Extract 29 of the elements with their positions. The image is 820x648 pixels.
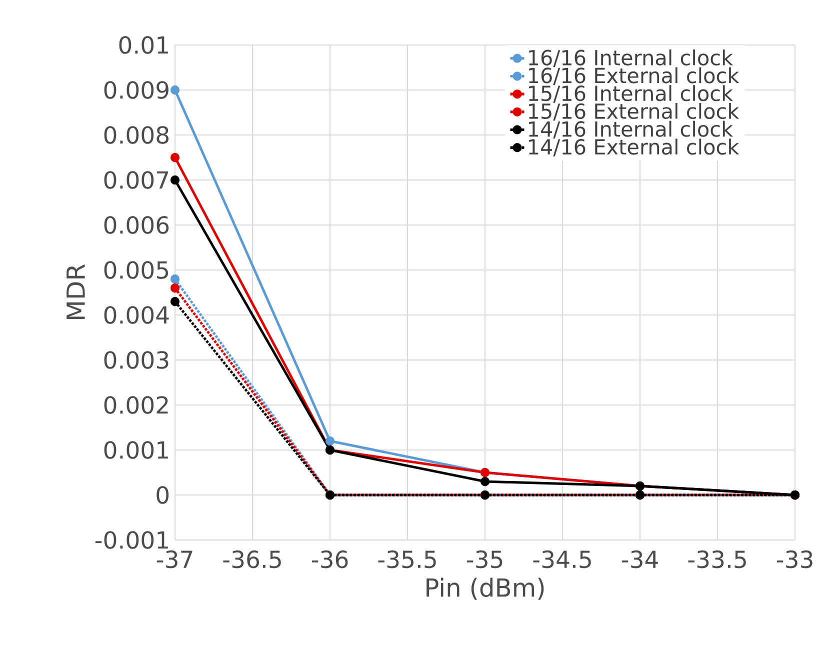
y-tick-label: 0 [156,486,169,504]
y-tick-label: 0.005 [104,261,168,279]
x-tick-label: -35.5 [378,550,436,568]
y-tick-label: 0.003 [104,351,168,369]
legend-label: 15/16 External clock [529,102,740,121]
x-axis-title: Pin (dBm) [426,578,544,600]
y-tick-label: 0.002 [104,396,168,414]
x-tick-label: -34 [622,550,658,568]
x-tick-label: -34.5 [533,550,591,568]
y-axis-title: MDR [66,264,85,320]
legend-label: 14/16 External clock [529,138,740,156]
x-tick-label: -33.5 [688,550,746,568]
y-tick-label: 0.006 [104,216,169,234]
x-tick-label: -33 [776,550,812,568]
x-tick-label: -36.5 [223,550,281,568]
legend-label: 14/16 Internal clock [529,120,734,139]
legend-label: 16/16 External clock [529,67,740,85]
x-tick-label: -37 [156,550,192,568]
y-tick-label: 0.001 [104,441,168,459]
y-tick-label: 0.009 [104,81,168,99]
legend-label: 16/16 Internal clock [529,49,734,68]
x-tick-label: -35 [466,550,502,568]
legend-label: 15/16 Internal clock [529,85,734,103]
y-tick-label: 0.01 [119,36,168,54]
x-tick-label: -36 [312,550,348,568]
y-tick-label: 0.007 [104,171,168,189]
y-tick-label: 0.008 [104,126,168,144]
y-tick-label: -0.001 [95,531,168,549]
y-tick-label: 0.004 [104,306,169,324]
